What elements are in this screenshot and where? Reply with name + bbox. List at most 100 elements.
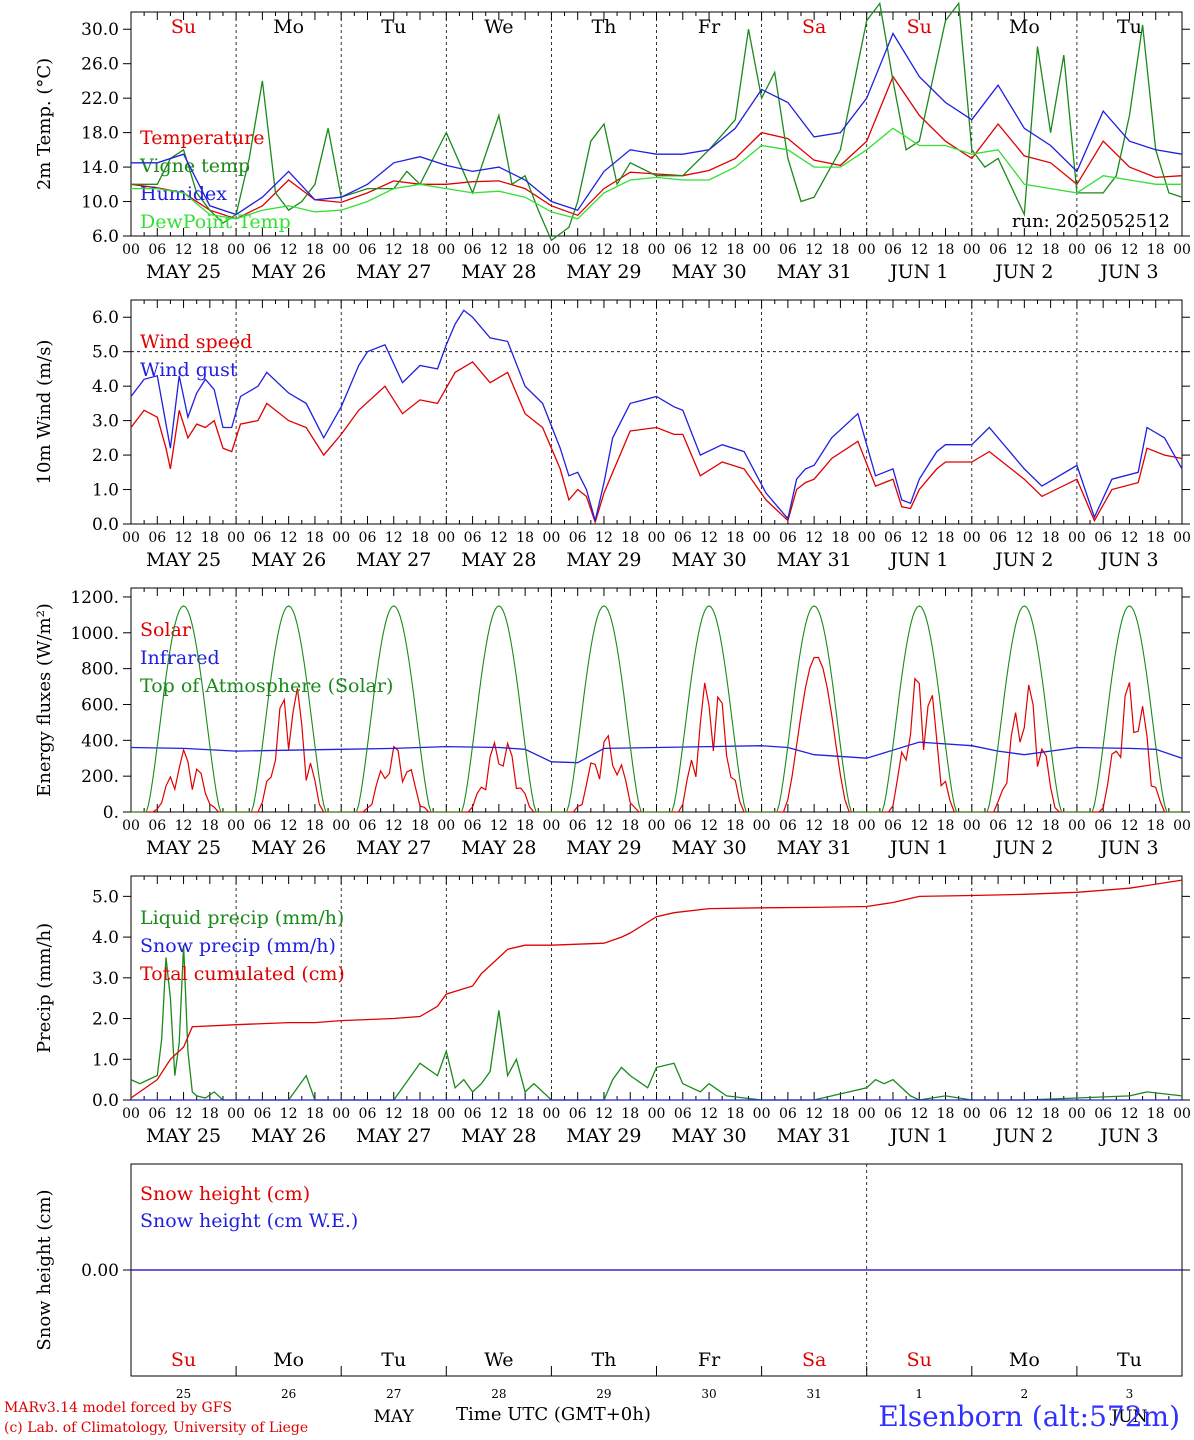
hour-tick-label: 00 (332, 530, 350, 546)
hour-tick-label: 00 (437, 818, 455, 834)
hour-tick-label: 18 (937, 242, 955, 258)
hour-tick-label: 00 (753, 530, 771, 546)
hour-tick-label: 18 (1147, 1106, 1165, 1122)
day-label: Su (171, 16, 196, 38)
hour-tick-label: 18 (1042, 1106, 1060, 1122)
hour-tick-label: 06 (464, 1106, 482, 1122)
y-tick-label: 18.0 (81, 124, 119, 144)
y-tick-label: 30.0 (81, 20, 119, 40)
hour-tick-label: 18 (411, 818, 429, 834)
hour-tick-label: 00 (437, 242, 455, 258)
hour-tick-label: 06 (884, 242, 902, 258)
hour-tick-label: 00 (648, 1106, 666, 1122)
liquid-precip-mm-h-line (130, 945, 1183, 1101)
date-label: JUN 2 (993, 261, 1053, 283)
date-label: MAY 27 (356, 549, 431, 571)
hour-tick-label: 00 (858, 1106, 876, 1122)
date-label: MAY 30 (671, 549, 746, 571)
hour-tick-label: 06 (884, 530, 902, 546)
day-label: Mo (1009, 1349, 1040, 1371)
hour-tick-label: 00 (963, 818, 981, 834)
humidex-line (131, 32, 1183, 216)
hour-tick-label: 12 (1121, 1106, 1139, 1122)
hour-tick-label: 00 (1068, 530, 1086, 546)
hour-tick-label: 06 (253, 242, 271, 258)
hour-tick-label: 18 (726, 530, 744, 546)
hour-tick-label: 00 (753, 818, 771, 834)
date-label: MAY 25 (146, 261, 221, 283)
hour-tick-label: 18 (306, 530, 324, 546)
model-credit: MARv3.14 model forced by GFS (4, 1400, 233, 1416)
hour-tick-label: 12 (385, 1106, 403, 1122)
date-label: MAY 25 (146, 1125, 221, 1147)
hour-tick-label: 12 (805, 530, 823, 546)
hour-tick-label: 06 (884, 1106, 902, 1122)
date-number: 29 (596, 1387, 611, 1401)
total-cumulated-cm-line (130, 879, 1183, 1099)
hour-tick-label: 06 (674, 530, 692, 546)
panel-5: 0.00 Snow height (cm) Snow height (cm) Snow… (34, 1163, 1190, 1427)
hour-tick-label: 00 (1068, 1106, 1086, 1122)
hour-tick-label: 06 (359, 818, 377, 834)
hour-tick-label: 06 (464, 530, 482, 546)
vigne-temp-line (131, 1, 1183, 242)
day-label: We (484, 1349, 513, 1371)
panel-3: 00 06 12 18 00 06 12 18 00 06 12 18 00 06 12 18 00 06 12 18… (34, 587, 1191, 859)
hour-tick-label: 06 (989, 242, 1007, 258)
hour-tick-label: 00 (227, 1106, 245, 1122)
day-label: Su (907, 16, 932, 38)
hour-tick-label: 00 (332, 242, 350, 258)
hour-tick-label: 18 (516, 818, 534, 834)
month-label: MAY (374, 1407, 415, 1427)
y-tick-label: 6.0 (92, 227, 119, 247)
hour-tick-label: 00 (648, 242, 666, 258)
hour-tick-label: 00 (1173, 818, 1191, 834)
hour-tick-label: 06 (779, 242, 797, 258)
hour-tick-label: 12 (280, 242, 298, 258)
plot-frame (130, 587, 1183, 813)
date-label: MAY 28 (461, 549, 536, 571)
date-number: 2 (1021, 1387, 1029, 1401)
hour-tick-label: 06 (148, 818, 166, 834)
hour-tick-label: 06 (569, 530, 587, 546)
hour-tick-label: 12 (595, 818, 613, 834)
hour-tick-label: 06 (989, 818, 1007, 834)
day-label: Tu (1117, 1349, 1142, 1371)
day-label: Fr (698, 1349, 721, 1371)
hour-tick-label: 12 (1121, 818, 1139, 834)
wind-gust-line (130, 309, 1183, 521)
hour-tick-label: 06 (674, 242, 692, 258)
hour-tick-label: 12 (1015, 1106, 1033, 1122)
hour-tick-label: 06 (569, 1106, 587, 1122)
hour-tick-label: 00 (648, 530, 666, 546)
date-label: MAY 29 (566, 837, 641, 859)
hour-tick-label: 00 (122, 818, 140, 834)
date-label: JUN 1 (888, 1125, 948, 1147)
y-tick-label: 1.0 (92, 481, 119, 501)
hour-tick-label: 12 (385, 242, 403, 258)
hour-tick-label: 18 (937, 1106, 955, 1122)
hour-tick-label: 06 (253, 1106, 271, 1122)
day-label: Sa (802, 1349, 826, 1371)
hour-tick-label: 18 (621, 242, 639, 258)
hour-tick-label: 12 (1121, 242, 1139, 258)
y-tick-label: 1000. (70, 624, 119, 644)
y-axis-label: 2m Temp. (°C) (34, 58, 55, 190)
hour-tick-label: 06 (674, 1106, 692, 1122)
day-label: We (484, 16, 513, 38)
hour-tick-label: 12 (805, 242, 823, 258)
hour-tick-label: 00 (1173, 1106, 1191, 1122)
date-label: JUN 2 (993, 549, 1053, 571)
hour-tick-label: 06 (1094, 1106, 1112, 1122)
y-tick-label: 1.0 (92, 1050, 119, 1070)
y-tick-label: 4.0 (92, 928, 119, 948)
date-label: MAY 27 (356, 1125, 431, 1147)
hour-tick-label: 18 (832, 242, 850, 258)
lab-credit: (c) Lab. of Climatology, University of L… (4, 1420, 309, 1436)
month-label: JUN (1109, 1407, 1147, 1427)
hour-tick-label: 06 (989, 530, 1007, 546)
hour-tick-label: 06 (884, 818, 902, 834)
run-annotation: run: 2025052512 (1012, 211, 1170, 232)
hour-tick-label: 18 (411, 530, 429, 546)
legend-entry: DewPoint Temp (140, 211, 291, 233)
